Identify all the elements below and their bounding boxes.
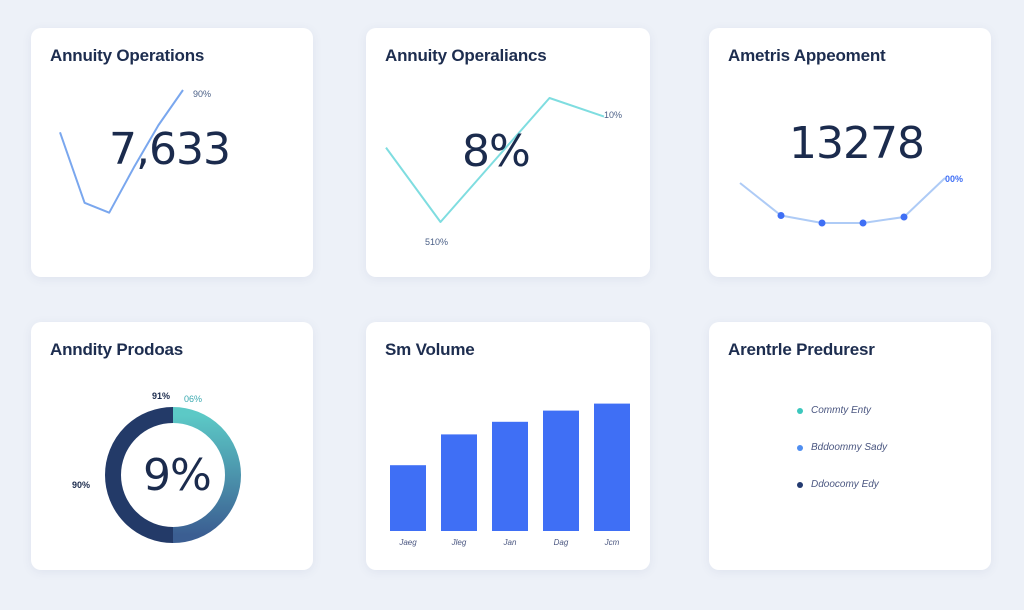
card-title: Annuity Operaliancs bbox=[385, 46, 547, 65]
bar bbox=[594, 403, 630, 531]
card-arentrle-preduresr: Arentrle Preduresr Commty Enty Bddoommy … bbox=[709, 322, 991, 570]
card-title: Annuity Operations bbox=[50, 46, 205, 65]
chart-label: 00% bbox=[945, 174, 964, 184]
donut-slice bbox=[105, 407, 174, 543]
donut-label: 91% bbox=[152, 391, 171, 401]
line-series bbox=[739, 177, 946, 224]
line-series bbox=[385, 97, 605, 223]
chart-label-bottom: 510% bbox=[425, 237, 449, 247]
legend-dot bbox=[797, 444, 803, 451]
metric-value: 8% bbox=[462, 126, 531, 177]
legend-item: Ddoocomy Edy bbox=[797, 479, 879, 490]
legend-dot bbox=[797, 481, 803, 488]
card-title: Arentrle Preduresr bbox=[728, 340, 875, 359]
line-chart bbox=[385, 97, 605, 223]
metric-value: 7,633 bbox=[109, 124, 231, 175]
card-anndity-prodoas: Anndity Prodoas 9% 91% 06% 90% bbox=[31, 322, 313, 570]
chart-label-top: 10% bbox=[604, 110, 623, 120]
bar bbox=[492, 421, 528, 531]
donut-label: 06% bbox=[184, 394, 203, 404]
metric-value: 13278 bbox=[789, 118, 925, 169]
donut-label: 90% bbox=[72, 480, 91, 490]
data-point bbox=[818, 219, 826, 227]
data-point bbox=[859, 219, 867, 227]
legend-label: Commty Enty bbox=[811, 405, 872, 416]
card-title: Sm Volume bbox=[385, 340, 475, 359]
card-annuity-operations: Annuity Operations 7,633 90% bbox=[31, 28, 313, 277]
donut-slice bbox=[172, 407, 241, 543]
data-point bbox=[777, 212, 785, 219]
data-point bbox=[900, 213, 908, 221]
card-title: Ametris Appeoment bbox=[728, 46, 886, 65]
bar bbox=[441, 434, 477, 531]
bar bbox=[543, 410, 579, 531]
legend-label: Bddoommy Sady bbox=[811, 442, 888, 453]
x-tick-label: Dag bbox=[553, 538, 569, 547]
metric-value: 9% bbox=[143, 450, 212, 501]
legend-label: Ddoocomy Edy bbox=[811, 479, 879, 490]
card-ametris-appeoment: Ametris Appeoment 13278 00% bbox=[709, 28, 991, 277]
card-title: Anndity Prodoas bbox=[50, 340, 184, 359]
legend-item: Bddoommy Sady bbox=[797, 442, 887, 453]
bar-chart bbox=[390, 403, 630, 531]
chart-label: 90% bbox=[193, 89, 212, 99]
donut-chart bbox=[105, 407, 241, 543]
card-sm-volume: Sm Volume Jaeg Jleg Jan Dag Jcm bbox=[366, 322, 650, 570]
bar bbox=[390, 465, 426, 531]
x-tick-label: Jcm bbox=[604, 538, 620, 547]
x-tick-label: Jan bbox=[503, 538, 517, 547]
x-tick-label: Jleg bbox=[451, 538, 467, 547]
card-annuity-operaliancs: Annuity Operaliancs 8% 10% 510% bbox=[366, 28, 650, 277]
legend-dot bbox=[797, 407, 803, 414]
line-chart bbox=[59, 89, 184, 214]
line-chart bbox=[739, 177, 946, 227]
line-series bbox=[59, 89, 184, 214]
legend-item: Commty Enty bbox=[797, 405, 871, 416]
x-tick-label: Jaeg bbox=[399, 538, 417, 547]
